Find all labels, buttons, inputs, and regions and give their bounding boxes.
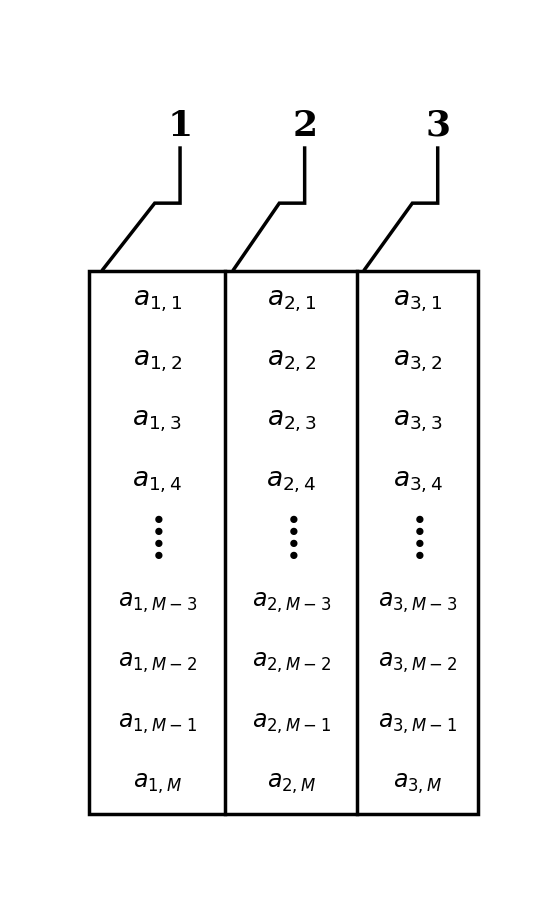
Text: $\mathit{a}_{3,1}$: $\mathit{a}_{3,1}$ bbox=[393, 288, 443, 314]
Text: $\mathit{a}_{2,M-3}$: $\mathit{a}_{2,M-3}$ bbox=[252, 591, 331, 615]
Text: $\mathit{a}_{2,M-2}$: $\mathit{a}_{2,M-2}$ bbox=[252, 652, 331, 676]
Text: $\mathit{a}_{3,M}$: $\mathit{a}_{3,M}$ bbox=[393, 773, 443, 797]
Text: $\mathit{a}_{2,4}$: $\mathit{a}_{2,4}$ bbox=[267, 470, 317, 495]
Text: $\bullet$: $\bullet$ bbox=[411, 531, 425, 554]
Text: $\mathit{a}_{1,M-2}$: $\mathit{a}_{1,M-2}$ bbox=[118, 652, 197, 676]
Text: $\bullet$: $\bullet$ bbox=[150, 519, 164, 542]
Text: $\bullet$: $\bullet$ bbox=[150, 531, 164, 554]
Text: $\bullet$: $\bullet$ bbox=[411, 543, 425, 566]
Text: $\bullet$: $\bullet$ bbox=[411, 519, 425, 542]
Text: $\bullet$: $\bullet$ bbox=[284, 543, 298, 566]
Text: $\bullet$: $\bullet$ bbox=[284, 519, 298, 542]
Text: $\mathit{a}_{1,1}$: $\mathit{a}_{1,1}$ bbox=[132, 288, 182, 314]
Text: $\mathit{a}_{2,3}$: $\mathit{a}_{2,3}$ bbox=[267, 409, 316, 435]
Text: $\mathit{a}_{3,M-1}$: $\mathit{a}_{3,M-1}$ bbox=[378, 712, 457, 736]
Bar bbox=[89, 270, 478, 814]
Text: $\bullet$: $\bullet$ bbox=[150, 507, 164, 530]
Text: $\mathit{a}_{2,M-1}$: $\mathit{a}_{2,M-1}$ bbox=[252, 712, 331, 736]
Text: $\mathit{a}_{3,M-2}$: $\mathit{a}_{3,M-2}$ bbox=[378, 652, 457, 676]
Text: $\mathit{a}_{3,M-3}$: $\mathit{a}_{3,M-3}$ bbox=[378, 591, 457, 615]
Text: $\mathit{a}_{2,1}$: $\mathit{a}_{2,1}$ bbox=[267, 288, 316, 314]
Text: $\mathit{a}_{2,M}$: $\mathit{a}_{2,M}$ bbox=[267, 773, 316, 797]
Text: $\mathit{a}_{3,2}$: $\mathit{a}_{3,2}$ bbox=[393, 349, 443, 374]
Text: $\mathit{a}_{1,M}$: $\mathit{a}_{1,M}$ bbox=[132, 773, 182, 797]
Text: $\mathit{a}_{3,3}$: $\mathit{a}_{3,3}$ bbox=[393, 409, 443, 435]
Text: $\mathit{a}_{1,M-1}$: $\mathit{a}_{1,M-1}$ bbox=[118, 712, 197, 736]
Text: $\bullet$: $\bullet$ bbox=[284, 507, 298, 530]
Text: 1: 1 bbox=[167, 109, 193, 143]
Text: 2: 2 bbox=[292, 109, 317, 143]
Text: $\mathit{a}_{1,3}$: $\mathit{a}_{1,3}$ bbox=[132, 409, 182, 435]
Text: $\mathit{a}_{1,2}$: $\mathit{a}_{1,2}$ bbox=[132, 349, 182, 374]
Text: $\bullet$: $\bullet$ bbox=[150, 543, 164, 566]
Text: $\bullet$: $\bullet$ bbox=[284, 531, 298, 554]
Text: $\mathit{a}_{3,4}$: $\mathit{a}_{3,4}$ bbox=[392, 470, 443, 495]
Text: 3: 3 bbox=[425, 109, 450, 143]
Text: $\mathit{a}_{1,M-3}$: $\mathit{a}_{1,M-3}$ bbox=[118, 591, 197, 615]
Text: $\mathit{a}_{2,2}$: $\mathit{a}_{2,2}$ bbox=[267, 349, 316, 374]
Text: $\bullet$: $\bullet$ bbox=[411, 507, 425, 530]
Text: $\mathit{a}_{1,4}$: $\mathit{a}_{1,4}$ bbox=[132, 470, 182, 495]
